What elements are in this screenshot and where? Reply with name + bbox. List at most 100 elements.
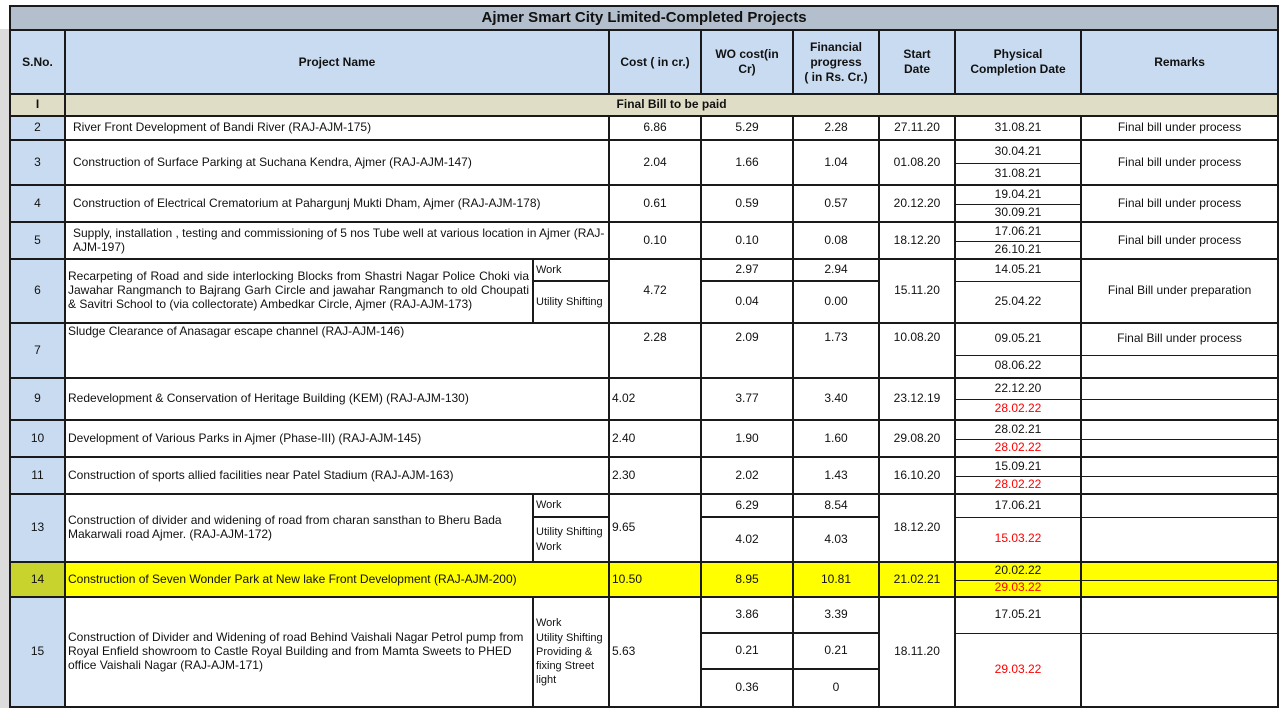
remarks-cell-empty [1079, 398, 1280, 421]
financial-progress-cell: 0.00 [792, 280, 880, 324]
completion-date-cell: 31.08.21 [954, 115, 1082, 141]
project-name-cell: Construction of Divider and Widening of … [64, 596, 534, 708]
remarks-cell-empty [1079, 475, 1280, 495]
table-row: 10 Development of Various Parks in Ajmer… [9, 419, 1280, 458]
completion-date-cell: 28.02.22 [954, 398, 1082, 421]
financial-progress-cell: 4.03 [792, 516, 880, 563]
table-row-highlighted: 14 Construction of Seven Wonder Park at … [9, 561, 1280, 598]
section-sno-cell: I [9, 93, 66, 117]
financial-progress-cell: 0.08 [792, 221, 880, 260]
completion-date-cell: 15.03.22 [954, 516, 1082, 563]
project-name-cell: Supply, installation , testing and commi… [64, 221, 610, 260]
project-name-cell: Construction of divider and widening of … [64, 493, 534, 563]
project-name-cell: Construction of Seven Wonder Park at New… [64, 561, 610, 598]
table-title: Ajmer Smart City Limited-Completed Proje… [8, 5, 1280, 31]
start-date-cell: 21.02.21 [878, 561, 956, 598]
sno-cell: 5 [9, 221, 66, 260]
table-subrow: 30.09.21 [10, 203, 1278, 223]
wo-cost-cell: 0.59 [700, 184, 794, 223]
completion-date-cell: 28.02.21 [954, 419, 1082, 440]
completion-date-cell: 28.02.22 [954, 438, 1082, 458]
remarks-cell: Final Bill under process [1079, 322, 1280, 356]
completion-date-cell: 30.09.21 [954, 203, 1082, 223]
col-header-remarks: Remarks [1079, 29, 1280, 95]
cost-cell: 10.50 [608, 561, 702, 598]
project-name-cell: Construction of Surface Parking at Sucha… [64, 139, 610, 186]
wo-cost-cell: 2.09 [700, 322, 794, 379]
cost-cell: 2.40 [608, 419, 702, 458]
remarks-cell-empty [1079, 561, 1280, 581]
wo-cost-cell: 0.04 [700, 280, 794, 324]
remarks-cell: Final bill under process [1079, 139, 1280, 186]
remarks-cell-empty [1079, 516, 1280, 563]
start-date-cell: 20.12.20 [878, 184, 956, 223]
project-name-cell: Construction of sports allied facilities… [64, 456, 610, 495]
wo-cost-cell: 2.02 [700, 456, 794, 495]
work-type-cell: Utility Shifting Work [532, 516, 610, 563]
projects-table: Ajmer Smart City Limited-Completed Proje… [8, 5, 1280, 708]
financial-progress-cell: 3.40 [792, 377, 880, 421]
remarks-cell-empty [1079, 354, 1280, 379]
sno-cell: 14 [9, 561, 66, 598]
start-date-cell: 23.12.19 [878, 377, 956, 421]
table-row: 4 Construction of Electrical Crematorium… [9, 184, 1280, 223]
start-date-cell: 01.08.20 [878, 139, 956, 186]
sno-cell: 9 [9, 377, 66, 421]
project-name-cell: Sludge Clearance of Anasagar escape chan… [64, 322, 610, 379]
financial-progress-cell: 1.04 [792, 139, 880, 186]
remarks-cell-empty [1079, 438, 1280, 458]
work-type-cell: Work [532, 493, 610, 518]
table-subrow: 31.08.21 [10, 162, 1278, 186]
cost-cell: 2.28 [608, 322, 702, 379]
cost-cell: 6.86 [608, 115, 702, 141]
financial-progress-cell: 10.81 [792, 561, 880, 598]
remarks-cell: Final bill under process [1079, 184, 1280, 223]
project-name-cell: Development of Various Parks in Ajmer (P… [64, 419, 610, 458]
completion-date-cell: 26.10.21 [954, 240, 1082, 260]
cost-cell: 0.10 [608, 221, 702, 260]
table-row: 2 River Front Development of Bandi River… [9, 115, 1280, 141]
table-row: 5 Supply, installation , testing and com… [9, 221, 1280, 260]
financial-progress-cell: 1.60 [792, 419, 880, 458]
sno-cell: 11 [9, 456, 66, 495]
project-name-cell: Recarpeting of Road and side interlockin… [64, 258, 534, 324]
table-subrow: 28.02.22 [10, 398, 1280, 421]
sno-cell: 15 [9, 596, 66, 708]
sno-cell: 10 [9, 419, 66, 458]
remarks-cell-empty [1079, 377, 1280, 400]
completion-date-cell: 29.03.22 [954, 579, 1082, 598]
completion-date-cell: 19.04.21 [954, 184, 1082, 205]
cost-cell: 4.72 [608, 258, 702, 324]
sno-cell: 3 [9, 139, 66, 186]
wo-cost-cell: 6.29 [700, 493, 794, 518]
completion-date-cell: 20.02.22 [954, 561, 1082, 581]
work-type-cell: Utility Shifting [532, 280, 610, 324]
completion-date-cell: 17.05.21 [954, 596, 1082, 634]
table-row: 15 Construction of Divider and Widening … [9, 596, 1280, 708]
wo-cost-cell: 0.10 [700, 221, 794, 260]
cost-cell: 5.63 [608, 596, 702, 708]
header-row: S.No. Project Name Cost ( in cr.) WO cos… [9, 29, 1280, 95]
cost-cell: 2.04 [608, 139, 702, 186]
work-type-label: Providing & fixing Street light [536, 645, 595, 687]
completion-date-cell: 22.12.20 [954, 377, 1082, 400]
completion-date-cell: 25.04.22 [954, 280, 1082, 324]
financial-progress-cell: 0 [792, 668, 880, 708]
remarks-cell-empty [1079, 419, 1280, 440]
sno-cell: 7 [9, 322, 66, 379]
project-name-cell: River Front Development of Bandi River (… [64, 115, 610, 141]
table-subrow: 0.21 0.21 29.03.22 [10, 632, 1280, 708]
completion-date-cell: 31.08.21 [954, 162, 1082, 186]
sheet-left-gutter [0, 29, 9, 708]
work-type-label: Work [536, 617, 562, 630]
financial-progress-cell: 1.73 [792, 322, 880, 379]
wo-cost-cell: 0.36 [700, 668, 794, 708]
section-row: I Final Bill to be paid [9, 93, 1280, 117]
completion-date-cell: 28.02.22 [954, 475, 1082, 495]
col-header-cost: Cost ( in cr.) [608, 29, 702, 95]
wo-cost-cell: 5.29 [700, 115, 794, 141]
work-type-cell: Work Utility Shifting Providing & fixing… [532, 596, 610, 708]
completion-date-cell: 17.06.21 [954, 221, 1082, 242]
sno-cell: 2 [9, 115, 66, 141]
completion-date-cell: 14.05.21 [954, 258, 1082, 282]
